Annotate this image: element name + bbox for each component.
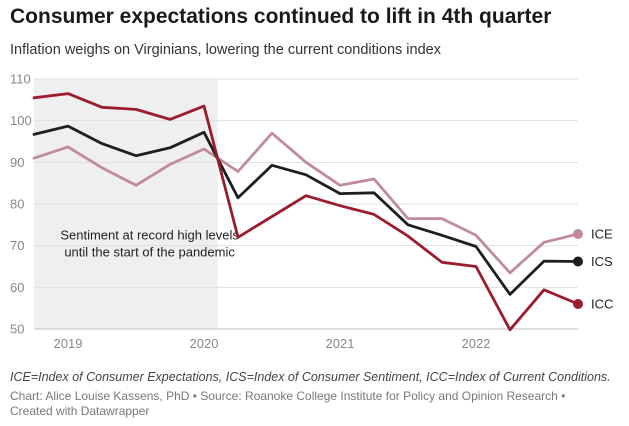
chart-footnote: ICE=Index of Consumer Expectations, ICS=… [10,370,611,384]
chart-subtitle: Inflation weighs on Virginians, lowering… [10,42,441,58]
line-chart: 50 60 70 80 90 100 110 2019 2020 2021 2022 Sentimen… [10,72,613,352]
chart-title: Consumer expectations continued to lift … [10,5,552,28]
series-label-icc: ICC [591,297,613,312]
series-label-ice: ICE [591,227,613,242]
y-tick-label-80: 80 [10,197,24,212]
x-tick-label-2022: 2022 [462,336,491,351]
series-line-ice [32,131,580,275]
y-tick-label-110: 110 [10,72,31,87]
plot-area: 50 60 70 80 90 100 110 2019 2020 2021 2022 Sentimen… [10,72,613,352]
x-tick-label-2021: 2021 [326,336,355,351]
y-tick-label-100: 100 [10,113,32,128]
x-tick-label-2019: 2019 [54,336,83,351]
series-end-point-icc [573,299,583,309]
y-tick-label-60: 60 [10,280,24,295]
y-tick-label-90: 90 [10,155,24,170]
annotation-line-1: Sentiment at record high levels [60,227,239,242]
x-tick-label-2020: 2020 [190,336,219,351]
y-tick-label-50: 50 [10,322,24,337]
series-line-ics [32,124,580,296]
series-end-point-ics [573,256,583,267]
y-tick-label-70: 70 [10,238,24,253]
series-label-ics: ICS [591,254,613,269]
series-end-point-ice [573,229,583,239]
chart-credit: Chart: Alice Louise Kassens, PhD • Sourc… [10,389,566,418]
annotation-line-2: until the start of the pandemic [64,244,235,259]
series-line-icc [32,92,580,332]
